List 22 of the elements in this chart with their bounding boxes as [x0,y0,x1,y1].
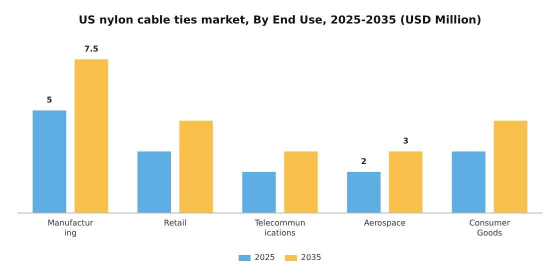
data-label: 5 [46,96,53,105]
bar [452,151,486,213]
bar [284,151,318,213]
legend-label: 2025 [254,253,275,262]
bar [242,172,276,213]
chart-title: US nylon cable ties market, By End Use, 2025-2035 (USD Million) [78,13,482,26]
bar [74,59,108,213]
x-tick-label: Consumer Goods [469,218,511,238]
x-tick-label: Retail [164,218,187,228]
x-tick-label: Aerospace [364,218,406,228]
legend-label: 2035 [301,253,322,262]
bar [388,151,423,213]
bar [179,120,213,213]
bar [137,151,172,213]
bar [494,120,528,213]
x-tick-label: Manufacturing [48,218,94,238]
bar [32,110,66,213]
data-label: 3 [402,136,409,146]
data-label: 2 [361,156,367,166]
data-label: 7.5 [84,44,99,54]
x-tick-label: Telecommunications [254,218,306,238]
bar [347,172,381,213]
